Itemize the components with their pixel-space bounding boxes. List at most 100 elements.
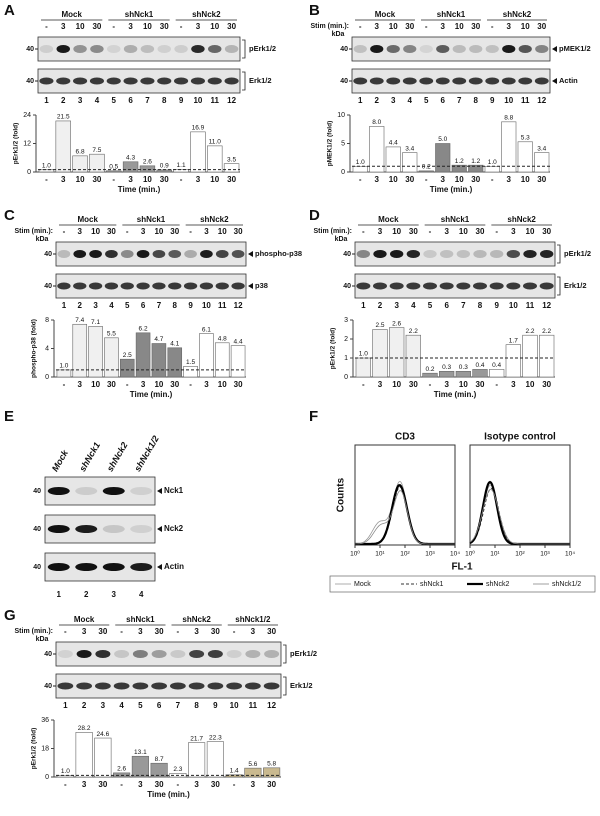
band <box>39 77 54 85</box>
x-tick-label: 10 <box>210 175 219 184</box>
lane-number: 3 <box>101 701 106 710</box>
value-label: 11.0 <box>209 139 222 146</box>
band <box>89 77 104 85</box>
band-label: Actin <box>559 76 578 85</box>
lane-number: 8 <box>173 301 178 310</box>
band <box>215 282 229 290</box>
x-tick-label: 10² <box>400 551 410 558</box>
band <box>456 282 471 290</box>
x-tick-label: 30 <box>160 175 169 184</box>
stim: - <box>63 227 66 236</box>
value-label: 7.4 <box>75 317 84 324</box>
bar <box>534 152 550 173</box>
value-label: 0.9 <box>160 163 169 170</box>
stim: 30 <box>476 227 485 236</box>
stim: 10 <box>91 227 100 236</box>
stim: 10 <box>76 22 85 31</box>
band <box>402 77 417 85</box>
bar <box>472 369 488 378</box>
blot <box>354 273 556 299</box>
band <box>73 250 87 258</box>
band <box>539 282 554 290</box>
band <box>226 650 242 658</box>
stim: 30 <box>542 227 551 236</box>
bar <box>183 366 198 378</box>
lane-number: 3 <box>394 301 399 310</box>
band <box>140 77 155 85</box>
band <box>356 282 371 290</box>
x-tick-label: 3 <box>82 780 87 789</box>
legend-frame <box>329 575 596 593</box>
band <box>489 282 504 290</box>
y-tick-label: 3 <box>344 317 348 324</box>
bar <box>355 357 371 378</box>
stim: 3 <box>378 227 383 236</box>
band <box>75 525 98 533</box>
lane-number: 6 <box>128 96 133 105</box>
x-tick-label: - <box>120 780 123 789</box>
bar <box>151 343 167 378</box>
band <box>105 250 118 258</box>
bar <box>135 332 151 378</box>
value-label: 1.0 <box>488 159 497 166</box>
x-tick-label: 3 <box>444 380 449 389</box>
band <box>435 77 450 85</box>
lane-number: 2 <box>82 701 87 710</box>
band <box>75 563 98 571</box>
value-label: 22.3 <box>209 734 222 741</box>
value-label: 3.4 <box>405 145 414 152</box>
band <box>89 250 102 258</box>
stim: 3 <box>138 627 143 636</box>
band <box>151 682 167 690</box>
band <box>386 77 401 85</box>
band <box>102 525 125 533</box>
x-tick-label: - <box>425 175 428 184</box>
bar <box>501 121 517 173</box>
band <box>506 250 520 258</box>
group-header: shNck1 <box>137 215 166 224</box>
value-label: 0.2 <box>422 164 431 171</box>
band <box>403 45 417 53</box>
band <box>199 282 214 290</box>
band <box>485 45 499 53</box>
stim: 10 <box>143 22 152 31</box>
x-tick-label: 10 <box>91 380 100 389</box>
stim: 3 <box>82 627 87 636</box>
band <box>439 282 454 290</box>
group-header: shNck1 <box>441 215 470 224</box>
stim: 3 <box>196 22 201 31</box>
lane-number: 5 <box>112 96 117 105</box>
value-label: 0.2 <box>425 366 434 373</box>
lane-number: 8 <box>162 96 167 105</box>
stim: 30 <box>92 22 101 31</box>
stim: 3 <box>78 227 83 236</box>
value-label: 3.4 <box>537 145 546 152</box>
value-label: 1.2 <box>471 158 480 165</box>
lane-number: 10 <box>230 701 239 710</box>
band <box>468 77 483 85</box>
lane-number: 4 <box>109 301 114 310</box>
x-tick-label: 3 <box>138 780 143 789</box>
group-header: shNck1 <box>126 615 155 624</box>
y-tick-label: 1 <box>344 355 348 362</box>
x-tick-label: 10² <box>515 551 525 558</box>
band <box>184 250 197 258</box>
x-tick-label: - <box>233 780 236 789</box>
y-tick-label: 0 <box>45 374 49 381</box>
value-label: 6.2 <box>139 326 148 333</box>
band <box>88 282 103 290</box>
bar <box>422 372 438 378</box>
stim: 30 <box>234 227 243 236</box>
blot <box>37 68 241 94</box>
bar <box>522 334 538 378</box>
y-tick-label: 10 <box>337 112 345 119</box>
x-tick-label: 30 <box>542 380 551 389</box>
stim: - <box>491 22 494 31</box>
bar <box>352 166 368 173</box>
stim: 10 <box>154 227 163 236</box>
x-tick-label: 10 <box>154 380 163 389</box>
band <box>469 45 483 53</box>
band <box>157 45 171 53</box>
histogram <box>355 480 455 545</box>
band <box>224 77 239 85</box>
